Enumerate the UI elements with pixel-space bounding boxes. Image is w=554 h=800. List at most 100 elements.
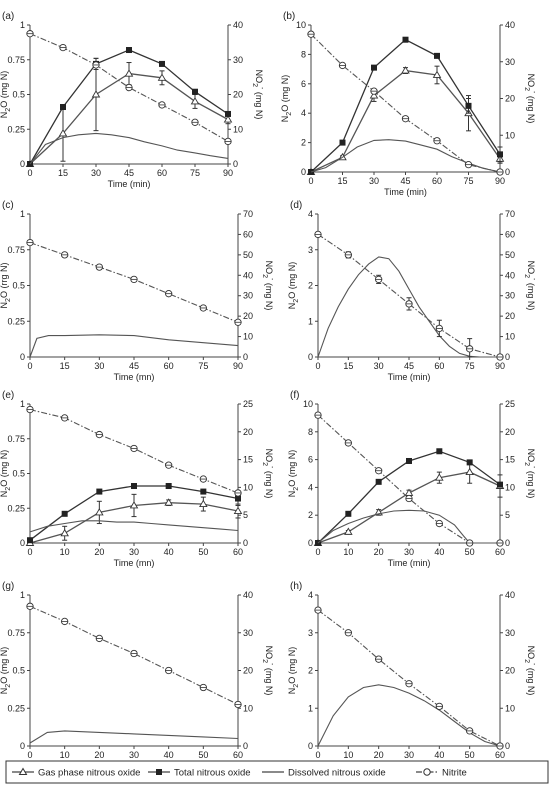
- label-part: (mg N): [264, 280, 274, 310]
- series-line-dissolved: [310, 139, 501, 173]
- label-sup: -: [530, 278, 537, 281]
- series-dissolved: [29, 334, 239, 358]
- y-tick-label-left: 1: [20, 399, 25, 409]
- x-tick-label: 40: [164, 547, 174, 557]
- y-tick-label-left: 0: [301, 167, 306, 177]
- label-part: N: [280, 116, 290, 123]
- y-tick-label-right: 0: [505, 538, 510, 548]
- y-tick-label-right: 20: [243, 311, 253, 321]
- label-sub: 2: [261, 659, 268, 663]
- label-sub: 2: [261, 462, 268, 466]
- label-sub: 2: [523, 462, 530, 466]
- label-part: N: [0, 112, 9, 119]
- x-tick-label: 30: [404, 750, 414, 760]
- y-tick-label-left: 1: [308, 703, 313, 713]
- y-tick-label-right: 25: [243, 399, 253, 409]
- marker-square: [200, 488, 207, 495]
- y-axis-label-right: NO2- (mg N): [261, 261, 275, 311]
- y-tick-label-right: 40: [243, 270, 253, 280]
- x-axis-label: Time (mn): [114, 372, 155, 382]
- series-gas: [25, 57, 233, 167]
- marker-square: [371, 64, 377, 71]
- x-tick-label: 0: [27, 750, 32, 760]
- marker-triangle: [95, 508, 104, 516]
- series-nitrite: [26, 602, 242, 709]
- y-axis-label-left: N2O (mg N): [287, 262, 300, 309]
- marker-triangle: [369, 91, 379, 99]
- legend-label: Total nitrous oxide: [174, 768, 251, 779]
- marker-square: [402, 36, 409, 43]
- series-line-dissolved: [29, 520, 239, 533]
- y-tick-label-right: 20: [233, 90, 243, 100]
- series-line-dissolved: [29, 730, 239, 744]
- marker-square: [131, 483, 137, 490]
- x-axis-label: Time (min): [388, 558, 431, 568]
- y-tick-label-left: 0: [308, 741, 313, 751]
- legend-marker-triangle: [18, 767, 28, 775]
- marker-triangle: [435, 473, 444, 481]
- label-part: O (rrg N): [0, 263, 9, 299]
- label-part: NO: [526, 449, 536, 463]
- panel-label: (d): [290, 200, 302, 211]
- y-tick-label-left: 0: [20, 741, 25, 751]
- label-sub: 2: [293, 299, 300, 303]
- marker-square: [436, 448, 443, 455]
- label-part: (mg N): [254, 89, 264, 119]
- series-line-dissolved: [29, 132, 229, 165]
- y-tick-label-right: 40: [233, 20, 243, 30]
- x-tick-label: 0: [27, 168, 32, 178]
- label-sup: -: [268, 278, 275, 281]
- x-tick-label: 0: [315, 361, 320, 371]
- y-tick-label-right: 15: [505, 455, 515, 465]
- marker-square: [60, 104, 66, 111]
- label-part: N: [0, 302, 9, 309]
- x-axis-label: Time (min): [388, 372, 431, 382]
- y-tick-label-right: 40: [243, 590, 253, 600]
- y-tick-label-left: 6: [308, 455, 313, 465]
- x-tick-label: 10: [60, 547, 70, 557]
- label-part: (mg N): [264, 468, 274, 498]
- label-sup: -: [530, 91, 537, 94]
- y-tick-label-left: 0: [20, 352, 25, 362]
- y-tick-label-right: 0: [243, 538, 248, 548]
- x-tick-label: 30: [369, 176, 379, 186]
- y-tick-label-left: 4: [308, 209, 313, 219]
- series-line-dissolved: [317, 684, 501, 747]
- x-tick-label: 0: [27, 361, 32, 371]
- x-axis-label: Time (min): [384, 187, 427, 197]
- y-tick-label-right: 10: [243, 703, 253, 713]
- x-tick-label: 45: [404, 361, 414, 371]
- x-tick-label: 20: [94, 750, 104, 760]
- y-axis-label-left: N2O (mg N): [287, 647, 300, 694]
- label-sub: 2: [5, 487, 12, 491]
- marker-triangle: [233, 506, 243, 514]
- y-tick-label-right: 60: [243, 229, 253, 239]
- series-nitrite: [314, 230, 504, 361]
- label-part: N: [0, 491, 9, 498]
- x-tick-label: 40: [434, 547, 444, 557]
- y-tick-label-right: 10: [243, 482, 253, 492]
- series-gas: [313, 460, 505, 546]
- x-tick-label: 90: [495, 176, 505, 186]
- y-tick-label-left: 2: [308, 281, 313, 291]
- panel-label: (b): [283, 11, 295, 22]
- panel-label: (a): [2, 11, 14, 22]
- x-tick-label: 30: [374, 361, 384, 371]
- legend-label: Gas phase nitrous oxide: [38, 768, 140, 779]
- legend-item-total: Total nitrous oxide: [148, 768, 251, 779]
- y-axis-label-right: NO2- (mg N): [261, 646, 275, 696]
- panel-label: (h): [290, 581, 302, 592]
- x-tick-label: 90: [223, 168, 233, 178]
- marker-triangle: [129, 501, 139, 509]
- y-tick-label-right: 20: [505, 94, 515, 104]
- y-tick-label-left: 0.5: [12, 469, 25, 479]
- label-part: N: [287, 688, 297, 695]
- y-tick-label-right: 60: [505, 229, 515, 239]
- y-tick-label-left: 10: [296, 20, 306, 30]
- y-tick-label-left: 0.75: [7, 628, 25, 638]
- label-part: NO: [254, 70, 264, 84]
- series-line-nitrite: [317, 609, 501, 747]
- x-tick-label: 60: [233, 547, 243, 557]
- marker-square: [434, 52, 440, 59]
